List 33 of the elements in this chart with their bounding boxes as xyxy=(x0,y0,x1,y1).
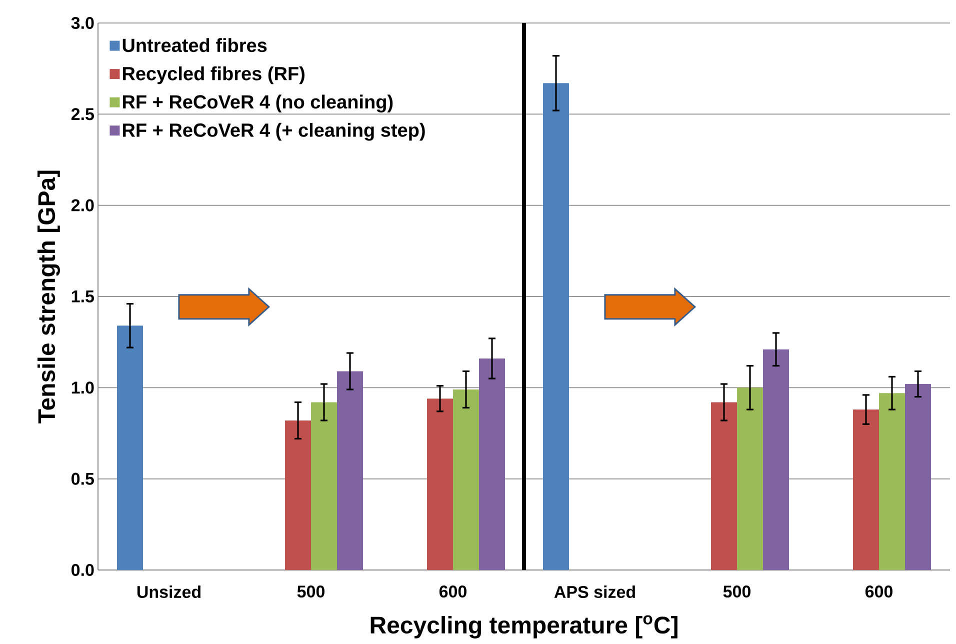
y-tick-label: 1.0 xyxy=(72,382,94,394)
bar xyxy=(879,393,905,570)
y-tick-label: 0.5 xyxy=(72,472,94,485)
bar xyxy=(311,402,338,570)
x-tick-label: 500 xyxy=(297,586,324,598)
x-tick-label: Unsized xyxy=(137,586,200,598)
x-tick-label: 500 xyxy=(723,586,750,598)
x-tick-label: 600 xyxy=(439,586,466,598)
bar xyxy=(285,420,312,570)
bar xyxy=(543,83,570,570)
bar xyxy=(117,326,144,570)
y-tick-label: 0.0 xyxy=(72,564,94,576)
x-tick-label: 600 xyxy=(865,586,892,598)
bar xyxy=(711,402,737,570)
y-axis-title: Tensile strength [GPa] xyxy=(37,170,60,424)
legend-label: RF + ReCoVeR 4 (no cleaning) xyxy=(123,94,393,112)
x-tick-label: APS sized xyxy=(554,586,635,598)
y-tick-label: 3.0 xyxy=(71,16,94,30)
bar xyxy=(479,358,506,570)
bar xyxy=(427,398,454,570)
y-tick-label: 2.0 xyxy=(71,199,94,212)
bar xyxy=(453,389,480,570)
bar xyxy=(337,371,364,570)
bar xyxy=(737,388,764,570)
y-tick-label: 1.5 xyxy=(72,290,94,302)
bar xyxy=(853,410,880,570)
bar xyxy=(905,384,932,570)
x-axis-title: Recycling temperature [$^{o}$C] xyxy=(370,615,678,638)
legend-label: Untreated fibres xyxy=(122,38,267,52)
legend-label: RF + ReCoVeR 4 (+ cleaning step) xyxy=(123,122,425,141)
y-tick-label: 2.5 xyxy=(71,108,94,120)
bar xyxy=(763,349,790,570)
legend-label: Recycled fibres (RF) xyxy=(123,66,304,84)
